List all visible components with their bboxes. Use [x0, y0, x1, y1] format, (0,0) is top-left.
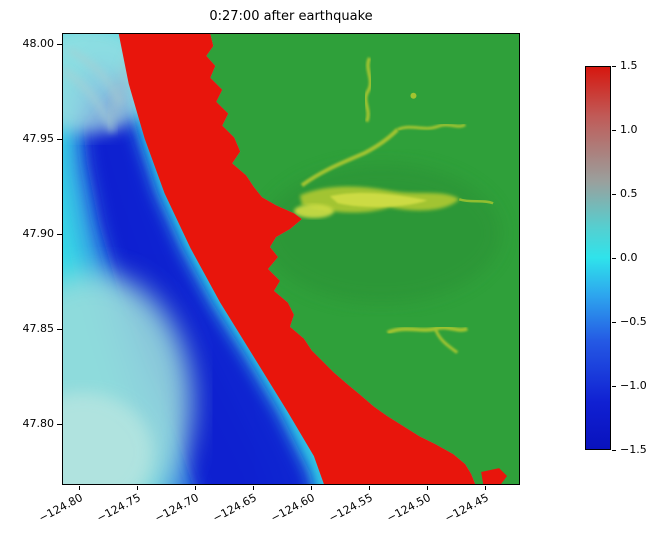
- colorbar-tick-mark: [612, 450, 616, 451]
- y-tick-label: 47.90: [22, 227, 55, 240]
- colorbar: [585, 66, 611, 450]
- x-tick-label: −124.70: [152, 491, 202, 525]
- map-canvas: [63, 34, 519, 484]
- river-north: [363, 57, 373, 123]
- x-tick-mark: [369, 486, 370, 490]
- pond: [410, 92, 417, 99]
- x-tick-label: −124.60: [268, 491, 318, 525]
- colorbar-tick-label: 1.0: [620, 123, 638, 136]
- y-tick-mark: [57, 329, 62, 330]
- x-tick-mark: [195, 486, 196, 490]
- y-tick-label: 47.85: [22, 322, 55, 335]
- colorbar-tick-mark: [612, 130, 616, 131]
- wave-crest-region: [118, 34, 476, 484]
- x-tick-mark: [311, 486, 312, 490]
- x-tick-label: −124.50: [384, 491, 434, 525]
- colorbar-tick-label: −1.0: [620, 379, 647, 392]
- colorbar-tick-mark: [612, 386, 616, 387]
- colorbar-tick-mark: [612, 66, 616, 67]
- y-tick-mark: [57, 424, 62, 425]
- river-network: [293, 57, 494, 354]
- x-tick-label: −124.45: [442, 491, 492, 525]
- y-tick-label: 48.00: [22, 37, 55, 50]
- river-east-branch: [458, 198, 494, 205]
- river-upper: [300, 128, 399, 187]
- y-tick-mark: [57, 234, 62, 235]
- colorbar-tick-label: 0.0: [620, 251, 638, 264]
- x-tick-label: −124.65: [210, 491, 260, 525]
- x-tick-mark: [137, 486, 138, 490]
- x-tick-mark: [79, 486, 80, 490]
- colorbar-tick-mark: [612, 258, 616, 259]
- land-shading: [262, 163, 502, 303]
- x-tick-label: −124.55: [326, 491, 376, 525]
- plot-title: 0:27:00 after earthquake: [209, 9, 373, 24]
- y-tick-mark: [57, 139, 62, 140]
- colorbar-tick-label: 1.5: [620, 59, 638, 72]
- river-south-branch: [433, 328, 459, 354]
- colorbar-tick-mark: [612, 322, 616, 323]
- trough-band: [82, 73, 320, 484]
- x-tick-label: −124.80: [36, 491, 86, 525]
- y-tick-mark: [57, 44, 62, 45]
- x-tick-mark: [427, 486, 428, 490]
- map-plot: [62, 33, 520, 485]
- colorbar-scale: [586, 67, 610, 449]
- x-tick-mark: [485, 486, 486, 490]
- y-tick-label: 47.80: [22, 417, 55, 430]
- x-tick-mark: [253, 486, 254, 490]
- southwest-calm-core: [63, 392, 153, 484]
- bay-mouth-shallows: [293, 204, 334, 219]
- x-tick-label: −124.75: [94, 491, 144, 525]
- colorbar-tick-mark: [612, 194, 616, 195]
- colorbar-tick-label: 0.5: [620, 187, 638, 200]
- lake-bright-core: [329, 192, 428, 208]
- colorbar-tick-label: −1.5: [620, 443, 647, 456]
- river-upper-east: [396, 123, 467, 131]
- wave-crest-south-patch: [481, 468, 508, 484]
- ocean-wave-field: [63, 34, 320, 484]
- y-tick-label: 47.95: [22, 132, 55, 145]
- colorbar-gradient: [586, 67, 610, 449]
- colorbar-tick-label: −0.5: [620, 315, 647, 328]
